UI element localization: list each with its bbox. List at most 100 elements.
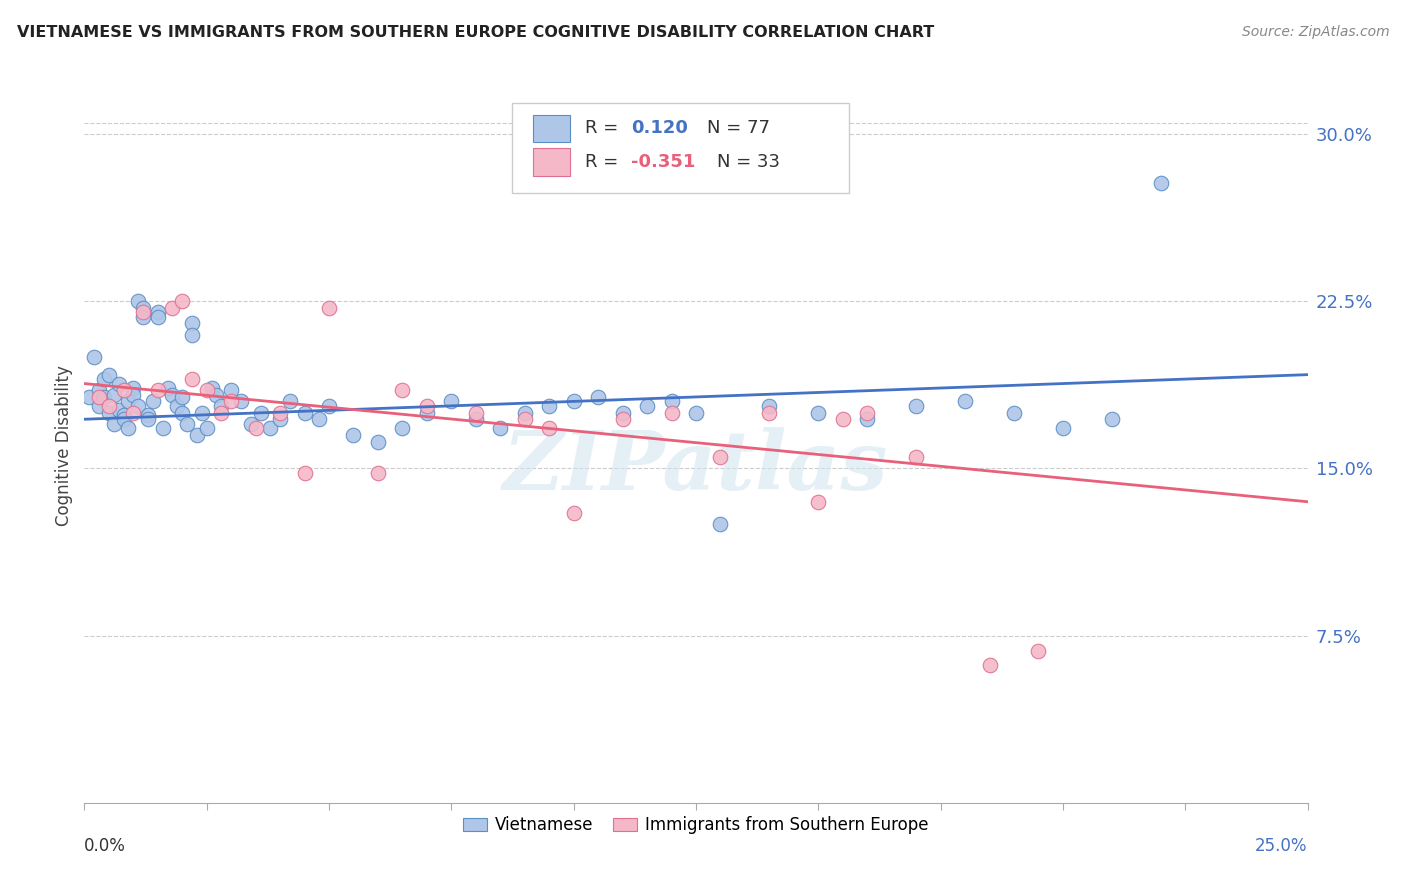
Point [136,412,159,426]
Point [87,384,110,398]
Point [367,434,389,449]
Point [132,305,155,319]
Point [195,384,218,398]
Point [367,466,389,480]
Point [249,405,271,419]
Point [464,405,486,419]
Point [953,394,976,409]
Point [122,381,145,395]
Point [416,405,439,419]
Point [146,310,169,324]
Point [127,399,149,413]
Point [112,412,135,426]
Point [661,394,683,409]
Point [807,494,830,508]
Y-axis label: Cognitive Disability: Cognitive Disability [55,366,73,526]
Point [612,405,634,419]
Point [856,405,879,419]
Point [205,387,228,401]
Point [103,387,125,401]
Text: Source: ZipAtlas.com: Source: ZipAtlas.com [1241,25,1389,39]
Point [1052,421,1074,435]
Point [83,350,105,364]
Text: N = 77: N = 77 [707,120,770,137]
Text: ZIPatlas: ZIPatlas [503,427,889,508]
Point [176,417,198,431]
FancyBboxPatch shape [533,115,569,142]
Point [162,387,184,401]
Point [807,405,830,419]
Point [172,293,194,308]
Point [97,399,120,413]
Point [191,405,214,419]
Point [464,412,486,426]
Point [685,405,707,419]
Point [489,421,512,435]
Point [97,405,120,419]
Point [142,394,165,409]
Point [342,427,364,442]
Point [107,403,129,417]
Text: N = 33: N = 33 [717,153,780,171]
Point [239,417,262,431]
Point [1150,176,1173,190]
Point [562,394,585,409]
Point [661,405,683,419]
Point [209,399,232,413]
Text: 0.120: 0.120 [631,120,688,137]
Point [127,293,149,308]
Point [219,394,242,409]
Point [97,368,120,382]
Point [905,450,928,464]
Point [269,405,291,419]
Point [259,421,281,435]
Point [146,384,169,398]
Point [93,390,115,404]
Point [391,384,413,398]
Point [112,408,135,422]
Point [186,427,208,442]
Point [181,372,204,386]
Point [318,399,340,413]
Point [156,381,179,395]
Point [87,399,110,413]
Point [162,301,184,315]
Point [636,399,658,413]
Point [1028,644,1050,658]
Point [294,405,316,419]
Point [146,305,169,319]
Text: VIETNAMESE VS IMMIGRANTS FROM SOUTHERN EUROPE COGNITIVE DISABILITY CORRELATION C: VIETNAMESE VS IMMIGRANTS FROM SOUTHERN E… [17,25,934,40]
Point [1101,412,1123,426]
Point [269,412,291,426]
Point [209,405,232,419]
Point [905,399,928,413]
Point [758,399,780,413]
Point [513,405,536,419]
Point [132,301,155,315]
Point [77,390,100,404]
Point [318,301,340,315]
Legend: Vietnamese, Immigrants from Southern Europe: Vietnamese, Immigrants from Southern Eur… [457,810,935,841]
Point [172,390,194,404]
Text: 25.0%: 25.0% [1256,837,1308,855]
Point [294,466,316,480]
Point [538,399,561,413]
Point [195,421,218,435]
Point [758,405,780,419]
Point [391,421,413,435]
Point [87,390,110,404]
Point [513,412,536,426]
Point [612,412,634,426]
Point [166,399,188,413]
Point [245,421,267,435]
Point [538,421,561,435]
Point [103,417,125,431]
Point [1002,405,1025,419]
Point [278,394,301,409]
Point [200,381,222,395]
Point [219,384,242,398]
Point [122,405,145,419]
Point [152,421,174,435]
Point [856,412,879,426]
Point [416,399,439,413]
